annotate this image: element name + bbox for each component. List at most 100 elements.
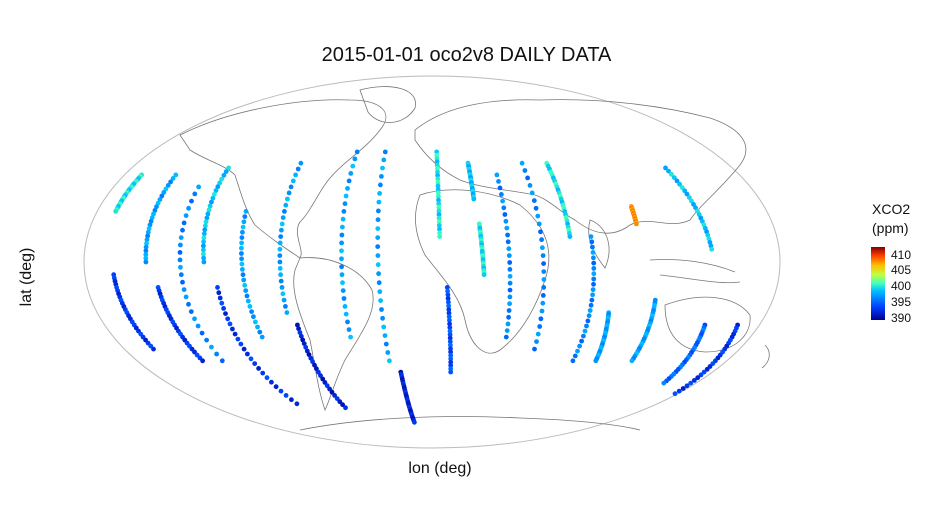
sounding-point: [273, 384, 279, 390]
sounding-point: [278, 272, 283, 278]
sounding-point: [240, 229, 245, 235]
australia: [664, 296, 751, 353]
sounding-point: [376, 280, 382, 286]
sounding-point: [448, 342, 453, 348]
sounding-point: [252, 361, 258, 366]
sounding-point: [680, 386, 686, 391]
sounding-point: [277, 240, 283, 246]
sounding-point: [435, 187, 441, 192]
sounding-point: [340, 280, 345, 286]
sounding-point: [283, 202, 289, 208]
sounding-point: [238, 341, 244, 347]
sounding-point: [691, 378, 697, 383]
sounding-point: [183, 213, 189, 219]
sounding-point: [445, 296, 451, 301]
sounding-point: [241, 219, 247, 225]
track-9: [295, 322, 348, 411]
sounding-point: [235, 336, 241, 342]
sounding-point: [248, 356, 254, 362]
sounding-point: [695, 375, 701, 381]
sounding-point: [570, 358, 576, 364]
sounding-point: [448, 366, 454, 372]
sounding-point: [447, 339, 453, 344]
sounding-point: [314, 366, 319, 372]
sounding-point: [215, 184, 221, 190]
track-6: [215, 285, 300, 407]
sounding-point: [593, 358, 599, 364]
sounding-point: [506, 308, 512, 313]
sounding-point: [436, 197, 441, 203]
sounding-point: [144, 241, 149, 246]
sounding-point: [375, 217, 381, 223]
sounding-point: [249, 309, 255, 314]
sounding-point: [239, 261, 245, 267]
sounding-point: [320, 376, 326, 382]
sounding-point: [143, 252, 149, 257]
track-12: [398, 369, 417, 425]
sounding-point: [247, 304, 253, 309]
sounding-point: [245, 298, 251, 304]
sounding-point: [256, 366, 261, 371]
sounding-point: [244, 293, 250, 299]
sounding-point: [339, 272, 345, 278]
legend-title: XCO2 (ppm): [872, 200, 910, 238]
chart-title: 2015-01-01 oco2v8 DAILY DATA: [321, 44, 612, 66]
sounding-point: [539, 237, 544, 243]
sounding-point: [154, 204, 159, 210]
legend-title-line1: XCO2: [872, 201, 911, 217]
sounding-point: [584, 323, 589, 329]
sounding-point: [448, 353, 454, 358]
sounding-point: [264, 375, 270, 381]
sounding-point: [446, 310, 452, 316]
sounding-point: [340, 402, 345, 408]
sounding-point: [588, 234, 594, 240]
sounding-point: [318, 373, 323, 378]
x-axis-label: lon (deg): [408, 460, 472, 477]
sounding-point: [375, 262, 381, 268]
sounding-point: [339, 240, 344, 246]
sounding-point: [201, 235, 207, 241]
track-18: [519, 160, 547, 352]
sounding-point: [280, 291, 286, 297]
sounding-point: [382, 333, 388, 338]
sounding-point: [341, 296, 347, 301]
sounding-point: [532, 346, 537, 352]
sounding-point: [207, 203, 213, 209]
sounding-point: [210, 195, 216, 201]
sounding-point: [507, 267, 513, 272]
sounding-point: [298, 160, 304, 166]
sounding-point: [507, 273, 513, 279]
sounding-point: [148, 218, 154, 224]
sounding-point: [380, 165, 385, 171]
sounding-point: [354, 149, 360, 155]
sounding-point: [306, 352, 312, 357]
sounding-point: [201, 231, 207, 237]
sounding-point: [494, 172, 500, 178]
sounding-point: [173, 172, 179, 178]
sounding-point: [698, 372, 704, 378]
sounding-point: [310, 359, 315, 365]
track-7: [239, 209, 265, 340]
sounding-point: [437, 234, 443, 240]
sounding-point: [436, 219, 442, 225]
sounding-point: [241, 346, 247, 352]
sounding-point: [505, 239, 511, 245]
sounding-point: [385, 350, 391, 355]
sounding-point: [575, 348, 580, 354]
sounding-point: [507, 280, 513, 286]
sounding-point: [446, 314, 452, 320]
sounding-point: [535, 213, 541, 219]
sounding-point: [152, 208, 158, 213]
sounding-point: [200, 358, 206, 364]
sounding-point: [278, 278, 284, 284]
sounding-point: [297, 330, 303, 335]
sounding-point: [352, 156, 358, 162]
sounding-point: [341, 209, 347, 214]
sounding-point: [447, 332, 453, 337]
sounding-point: [223, 311, 228, 316]
sounding-point: [435, 173, 440, 178]
sounding-point: [666, 168, 671, 174]
sounding-point: [286, 190, 292, 196]
sounding-point: [181, 287, 187, 292]
sounding-point: [295, 322, 300, 328]
